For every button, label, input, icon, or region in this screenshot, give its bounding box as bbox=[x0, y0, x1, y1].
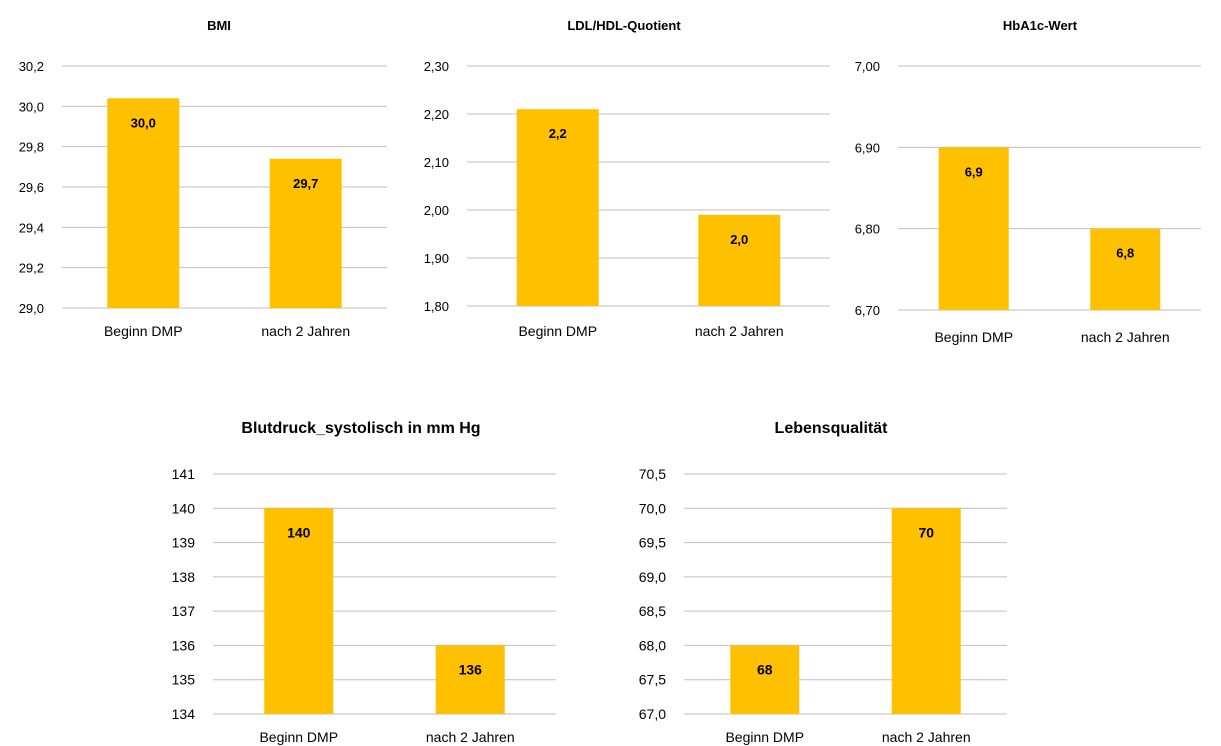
y-tick-label: 1,80 bbox=[424, 299, 449, 314]
x-axis-categories: Beginn DMP nach 2 Jahren bbox=[104, 323, 350, 339]
bar bbox=[516, 109, 599, 306]
y-axis-ticks: 1,80 1,90 2,00 2,10 2,20 2,30 bbox=[424, 59, 449, 314]
x-axis-categories: Beginn DMP nach 2 Jahren bbox=[259, 729, 514, 745]
y-tick-label: 69,0 bbox=[639, 569, 666, 585]
y-tick-label: 2,00 bbox=[424, 203, 449, 218]
x-axis-categories: Beginn DMP nach 2 Jahren bbox=[934, 329, 1169, 345]
data-labels: 30,0 29,7 bbox=[131, 115, 319, 190]
y-tick-label: 69,5 bbox=[639, 535, 666, 551]
x-category-label: nach 2 Jahren bbox=[426, 729, 515, 745]
y-axis-ticks: 67,0 67,5 68,0 68,5 69,0 69,5 70,0 70,5 bbox=[639, 466, 666, 722]
y-axis-ticks: 134 135 136 137 138 139 140 141 bbox=[172, 466, 196, 722]
y-tick-label: 67,0 bbox=[639, 706, 666, 722]
chart-title: BMI bbox=[207, 18, 231, 33]
bar bbox=[269, 158, 342, 308]
chart-title: LDL/HDL-Quotient bbox=[567, 18, 681, 33]
data-labels: 140 136 bbox=[287, 524, 482, 677]
y-tick-label: 70,0 bbox=[639, 500, 666, 516]
data-labels: 68 70 bbox=[757, 524, 934, 677]
chart-title: Lebensqualität bbox=[775, 420, 889, 437]
y-axis-ticks: 6,70 6,80 6,90 7,00 bbox=[855, 59, 880, 318]
y-tick-label: 30,0 bbox=[19, 99, 44, 114]
bars bbox=[938, 147, 1161, 310]
data-labels: 6,9 6,8 bbox=[965, 164, 1135, 260]
x-category-label: Beginn DMP bbox=[259, 729, 338, 745]
y-tick-label: 137 bbox=[172, 603, 196, 619]
chart-hba1c: HbA1c-Wert 6,70 6,80 6,90 7,00 Beginn DMP na… bbox=[855, 18, 1201, 345]
y-tick-label: 29,4 bbox=[19, 220, 44, 235]
y-tick-label: 70,5 bbox=[639, 466, 666, 482]
chart-bmi: BMI 29,0 29,2 29,4 29,6 29,8 30,0 30,2 Beginn … bbox=[19, 18, 387, 339]
chart-ldl-hdl: LDL/HDL-Quotient 1,80 1,90 2,00 2,10 2,20 2,3… bbox=[424, 18, 830, 339]
y-tick-label: 134 bbox=[172, 706, 196, 722]
x-category-label: Beginn DMP bbox=[518, 323, 597, 339]
x-category-label: Beginn DMP bbox=[934, 329, 1013, 345]
data-label: 140 bbox=[287, 524, 311, 540]
y-tick-label: 68,0 bbox=[639, 637, 666, 653]
data-label: 70 bbox=[918, 524, 934, 540]
data-label: 2,2 bbox=[549, 126, 567, 141]
y-tick-label: 136 bbox=[172, 637, 196, 653]
bar bbox=[1090, 228, 1161, 310]
x-category-label: Beginn DMP bbox=[104, 323, 183, 339]
data-label: 2,0 bbox=[730, 232, 748, 247]
x-axis-categories: Beginn DMP nach 2 Jahren bbox=[725, 729, 970, 745]
y-tick-label: 30,2 bbox=[19, 59, 44, 74]
chart-title: HbA1c-Wert bbox=[1003, 18, 1078, 33]
y-tick-label: 138 bbox=[172, 569, 196, 585]
data-label: 6,9 bbox=[965, 164, 983, 179]
x-category-label: Beginn DMP bbox=[725, 729, 804, 745]
chart-blutdruck: Blutdruck_systolisch in mm Hg 1341351361… bbox=[172, 420, 556, 745]
y-axis-ticks: 29,0 29,2 29,4 29,6 29,8 30,0 30,2 bbox=[19, 59, 44, 316]
bar bbox=[891, 508, 961, 714]
y-tick-label: 135 bbox=[172, 672, 196, 688]
chart-lebensqualitaet: Lebensqualität 67,0 67,5 68,0 68,5 69,0 69,5 7… bbox=[639, 420, 1007, 745]
bars bbox=[107, 98, 342, 309]
data-label: 29,7 bbox=[293, 176, 318, 191]
bar bbox=[730, 645, 800, 714]
chart-title: Blutdruck_systolisch in mm Hg bbox=[241, 420, 480, 437]
y-tick-label: 67,5 bbox=[639, 672, 666, 688]
y-tick-label: 141 bbox=[172, 466, 196, 482]
data-label: 68 bbox=[757, 661, 773, 677]
y-tick-label: 29,0 bbox=[19, 301, 44, 316]
y-tick-label: 6,70 bbox=[855, 303, 880, 318]
bars bbox=[516, 109, 781, 306]
bar bbox=[107, 98, 180, 309]
data-label: 30,0 bbox=[131, 115, 156, 130]
y-tick-label: 29,2 bbox=[19, 261, 44, 276]
y-tick-label: 6,90 bbox=[855, 140, 880, 155]
y-tick-label: 6,80 bbox=[855, 222, 880, 237]
data-label: 136 bbox=[459, 661, 483, 677]
x-category-label: nach 2 Jahren bbox=[261, 323, 350, 339]
y-tick-label: 140 bbox=[172, 500, 196, 516]
data-label: 6,8 bbox=[1116, 246, 1134, 261]
y-tick-label: 68,5 bbox=[639, 603, 666, 619]
y-tick-label: 2,20 bbox=[424, 107, 449, 122]
data-labels: 2,2 2,0 bbox=[549, 126, 749, 247]
y-tick-label: 7,00 bbox=[855, 59, 880, 74]
bars bbox=[264, 508, 505, 714]
bar bbox=[938, 147, 1009, 310]
bar bbox=[264, 508, 334, 714]
y-tick-label: 2,10 bbox=[424, 155, 449, 170]
x-category-label: nach 2 Jahren bbox=[1081, 329, 1170, 345]
x-category-label: nach 2 Jahren bbox=[695, 323, 784, 339]
y-tick-label: 2,30 bbox=[424, 59, 449, 74]
y-tick-label: 139 bbox=[172, 535, 196, 551]
bar bbox=[435, 645, 505, 714]
bars bbox=[730, 508, 961, 714]
bar bbox=[698, 214, 781, 306]
y-tick-label: 1,90 bbox=[424, 251, 449, 266]
x-category-label: nach 2 Jahren bbox=[882, 729, 971, 745]
x-axis-categories: Beginn DMP nach 2 Jahren bbox=[518, 323, 783, 339]
y-tick-label: 29,6 bbox=[19, 180, 44, 195]
y-tick-label: 29,8 bbox=[19, 140, 44, 155]
